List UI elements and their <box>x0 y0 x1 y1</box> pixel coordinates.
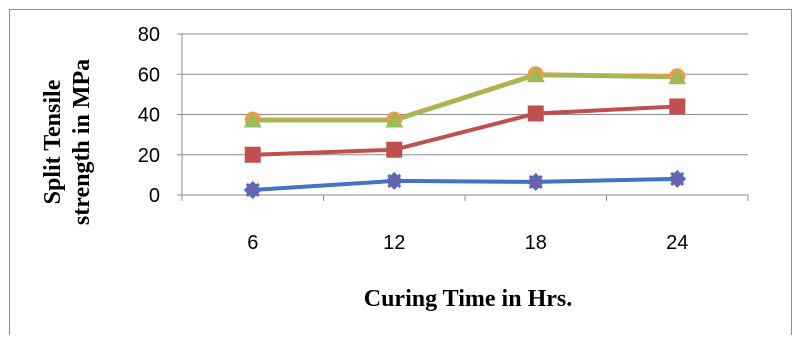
x-tick-label: 12 <box>383 232 405 254</box>
tick-labels: 0 20 40 60 80 6 12 18 24 <box>138 24 689 254</box>
x-tick-label: 18 <box>525 232 547 254</box>
series-line <box>250 176 680 192</box>
data-point-x <box>528 174 543 189</box>
data-point-square <box>669 98 686 115</box>
data-point-x <box>670 171 685 186</box>
series-line <box>250 73 680 123</box>
y-tick-label: 0 <box>149 185 160 207</box>
y-axis-title-group: Split Tensile strength in MPa <box>40 59 95 225</box>
data-point-x <box>387 173 402 188</box>
series-markers <box>243 66 687 199</box>
y-axis-title-line-1: Split Tensile <box>40 79 66 204</box>
data-point-square <box>386 141 403 158</box>
x-axis-title: Curing Time in Hrs. <box>364 286 572 312</box>
data-point-square <box>527 105 544 122</box>
data-point-triangle <box>668 68 687 85</box>
chart-frame <box>9 9 792 335</box>
y-tick-label: 60 <box>138 64 160 86</box>
series-line <box>250 104 680 157</box>
gridlines <box>182 33 748 156</box>
axes <box>177 33 749 201</box>
data-point-triangle <box>243 111 262 128</box>
data-point-triangle <box>385 111 404 128</box>
y-tick-label: 40 <box>138 105 160 127</box>
y-axis-title-line-2: strength in MPa <box>69 59 95 225</box>
x-tick-label: 24 <box>666 232 688 254</box>
y-tick-label: 20 <box>138 145 160 167</box>
series-lines <box>250 72 680 192</box>
y-tick-label: 80 <box>138 24 160 46</box>
data-point-triangle <box>526 66 545 83</box>
data-point-x <box>245 182 260 198</box>
x-tick-label: 6 <box>247 232 258 254</box>
data-point-square <box>244 146 261 163</box>
